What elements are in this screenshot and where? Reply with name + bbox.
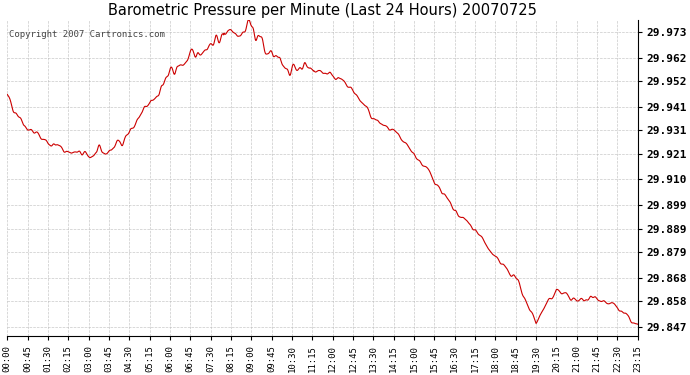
Title: Barometric Pressure per Minute (Last 24 Hours) 20070725: Barometric Pressure per Minute (Last 24 … — [108, 3, 537, 18]
Text: Copyright 2007 Cartronics.com: Copyright 2007 Cartronics.com — [9, 30, 165, 39]
